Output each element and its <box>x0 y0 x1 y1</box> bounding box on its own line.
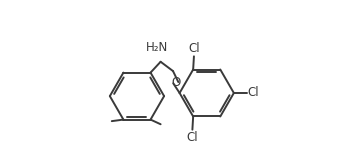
Text: Cl: Cl <box>188 42 200 55</box>
Text: O: O <box>171 76 180 89</box>
Text: Cl: Cl <box>248 86 259 100</box>
Text: H₂N: H₂N <box>146 41 168 54</box>
Text: Cl: Cl <box>187 131 198 144</box>
